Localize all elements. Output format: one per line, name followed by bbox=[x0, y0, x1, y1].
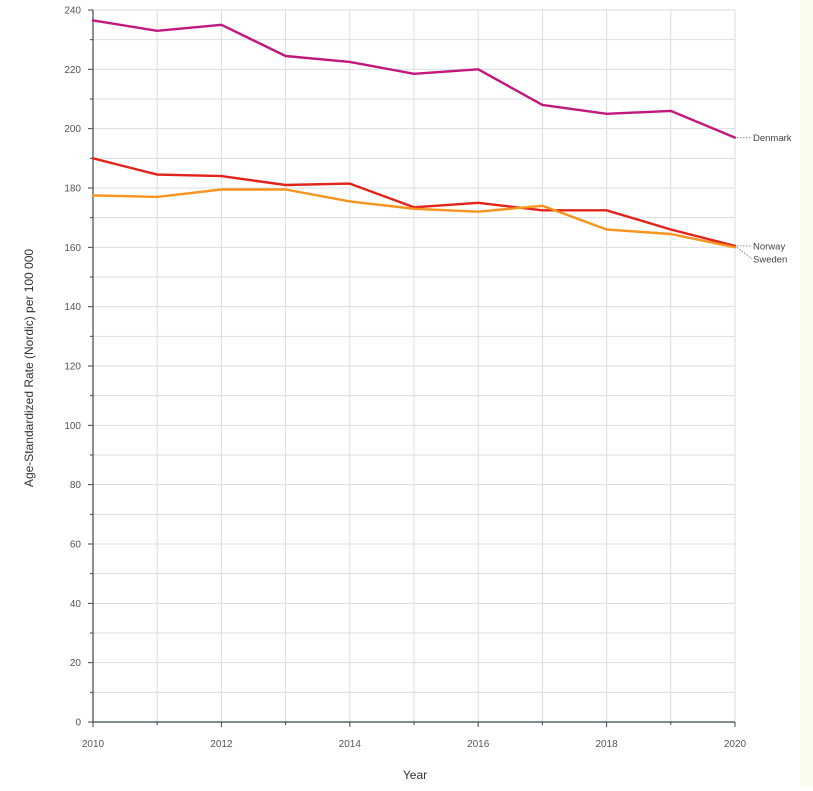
x-tick-label: 2012 bbox=[210, 739, 233, 750]
y-tick-label: 100 bbox=[64, 421, 81, 432]
y-tick-label: 200 bbox=[64, 124, 81, 135]
x-tick-label: 2016 bbox=[467, 739, 490, 750]
y-tick-label: 240 bbox=[64, 6, 81, 17]
y-tick-label: 60 bbox=[70, 540, 82, 551]
y-tick-label: 160 bbox=[64, 243, 81, 254]
y-tick-label: 0 bbox=[75, 718, 81, 729]
series-end-labels: Denmark Norway Sweden bbox=[736, 133, 792, 265]
x-tick-label: 2018 bbox=[595, 739, 618, 750]
leader-line-sweden bbox=[736, 246, 753, 260]
y-tick-label: 220 bbox=[64, 65, 81, 76]
y-tick-label: 20 bbox=[70, 658, 82, 669]
y-tick-label: 40 bbox=[70, 599, 82, 610]
x-tick-label: 2014 bbox=[339, 739, 362, 750]
series-label-sweden: Sweden bbox=[753, 254, 787, 265]
y-tick-label: 180 bbox=[64, 184, 81, 195]
grid bbox=[92, 9, 736, 723]
y-tick-label: 80 bbox=[70, 480, 82, 491]
series-label-denmark: Denmark bbox=[753, 133, 792, 144]
series-label-norway: Norway bbox=[753, 241, 785, 252]
x-tick-label: 2020 bbox=[724, 739, 747, 750]
x-tick-label: 2010 bbox=[82, 739, 105, 750]
axes: 0 20 40 60 80 100 120 140 160 180 200 220 240 2010 201… bbox=[64, 6, 746, 751]
y-axis-title: Age-Standardized Rate (Nordic) per 100 0… bbox=[22, 249, 36, 487]
series-line-norway bbox=[91, 157, 737, 248]
series-line-denmark bbox=[91, 19, 737, 139]
side-panel bbox=[800, 0, 813, 786]
series-lines bbox=[91, 19, 737, 249]
series-line-sweden bbox=[91, 188, 737, 249]
y-tick-label: 140 bbox=[64, 302, 81, 313]
y-tick-label: 120 bbox=[64, 362, 81, 373]
x-axis-title: Year bbox=[403, 768, 427, 782]
